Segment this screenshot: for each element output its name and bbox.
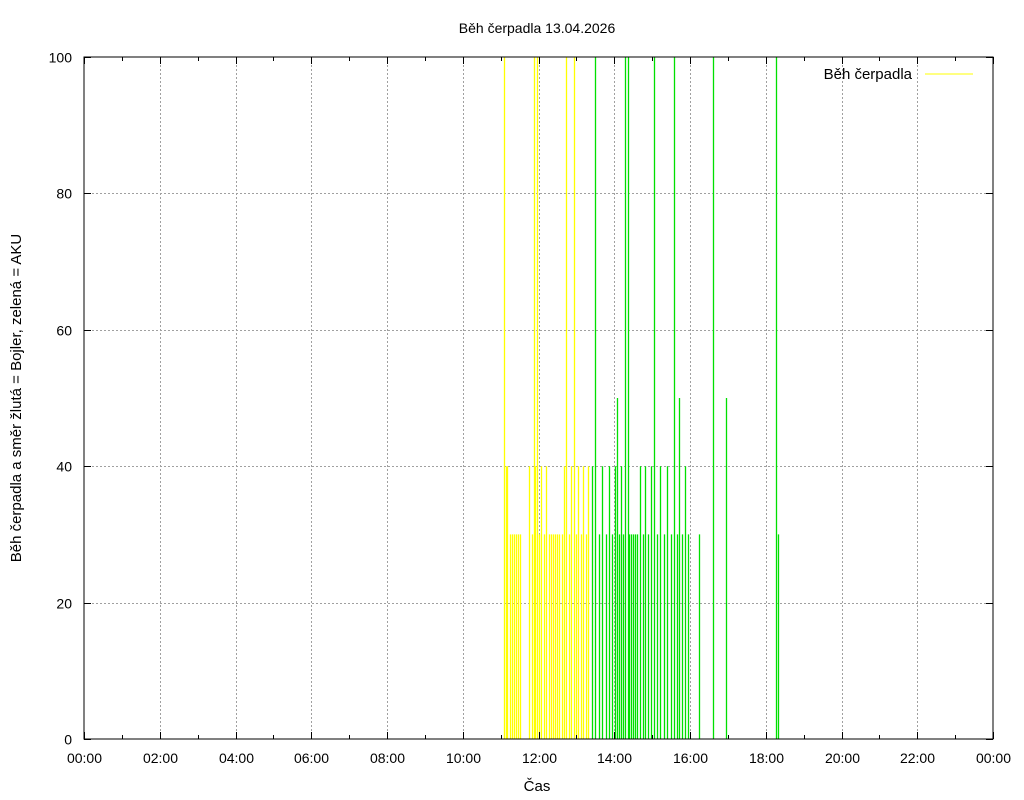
x-tick-label: 12:00 [522, 750, 557, 766]
x-tick-label: 22:00 [900, 750, 935, 766]
x-tick-label: 08:00 [370, 750, 405, 766]
y-tick-label: 80 [56, 186, 72, 202]
x-axis-label: Čas [524, 778, 551, 795]
y-axis-label: Běh čerpadla a směr žlutá = Bojler, zele… [8, 234, 25, 563]
y-tick-label: 40 [56, 459, 72, 475]
grid [84, 57, 993, 739]
legend-entry-label: Běh čerpadla [824, 66, 913, 83]
x-tick-label: 00:00 [976, 750, 1011, 766]
x-tick-label: 14:00 [597, 750, 632, 766]
x-tick-label: 10:00 [446, 750, 481, 766]
y-tick-label: 100 [49, 50, 73, 66]
y-tick-labels: 0 20 40 60 80 100 [49, 50, 73, 748]
chart-title: Běh čerpadla 13.04.2026 [459, 20, 616, 36]
x-tick-label: 06:00 [294, 750, 329, 766]
x-tick-label: 16:00 [673, 750, 708, 766]
y-tick-label: 0 [64, 732, 72, 748]
x-tick-labels: 00:00 02:00 04:00 06:00 08:00 10:00 12:00 14:00… [67, 750, 1011, 766]
x-tick-label: 04:00 [219, 750, 254, 766]
y-tick-label: 20 [56, 596, 72, 612]
x-tick-label: 18:00 [749, 750, 784, 766]
legend: Běh čerpadla [824, 66, 973, 83]
x-tick-label: 00:00 [67, 750, 102, 766]
bars [503, 57, 780, 739]
y-tick-label: 60 [56, 323, 72, 339]
x-tick-label: 02:00 [143, 750, 178, 766]
plot-frame [83, 56, 994, 740]
ticks [84, 57, 994, 740]
x-tick-label: 20:00 [825, 750, 860, 766]
